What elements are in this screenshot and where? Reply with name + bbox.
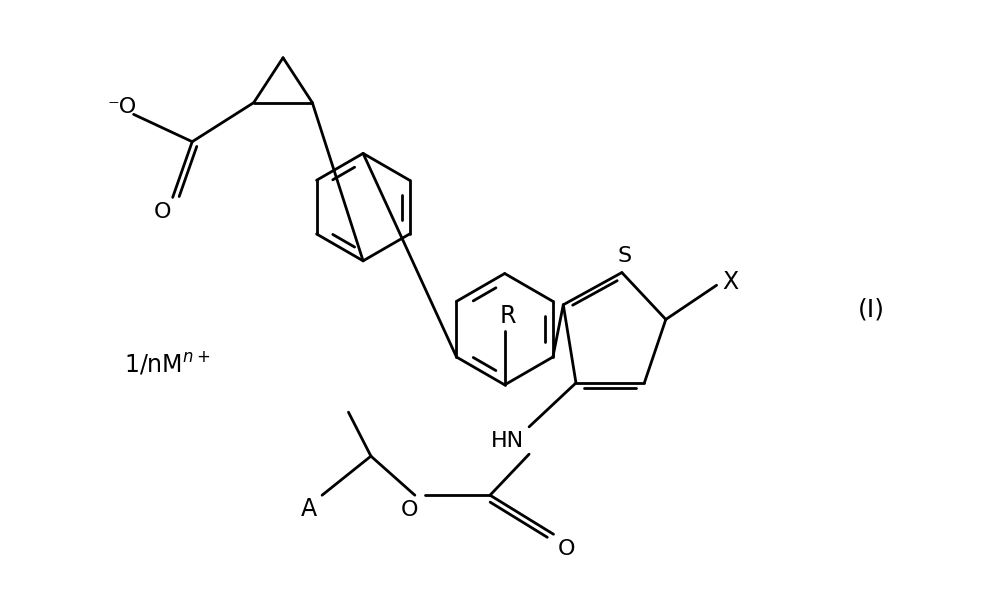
Text: X: X <box>722 270 738 294</box>
Text: O: O <box>401 500 419 520</box>
Text: HN: HN <box>491 431 524 452</box>
Text: O: O <box>558 539 575 559</box>
Text: O: O <box>154 202 171 222</box>
Text: ⁻O: ⁻O <box>107 96 137 116</box>
Text: (I): (I) <box>857 298 885 322</box>
Text: S: S <box>618 246 632 266</box>
Text: A: A <box>300 497 317 521</box>
Text: 1/nM$^{n+}$: 1/nM$^{n+}$ <box>124 350 211 377</box>
Text: R: R <box>499 304 516 327</box>
